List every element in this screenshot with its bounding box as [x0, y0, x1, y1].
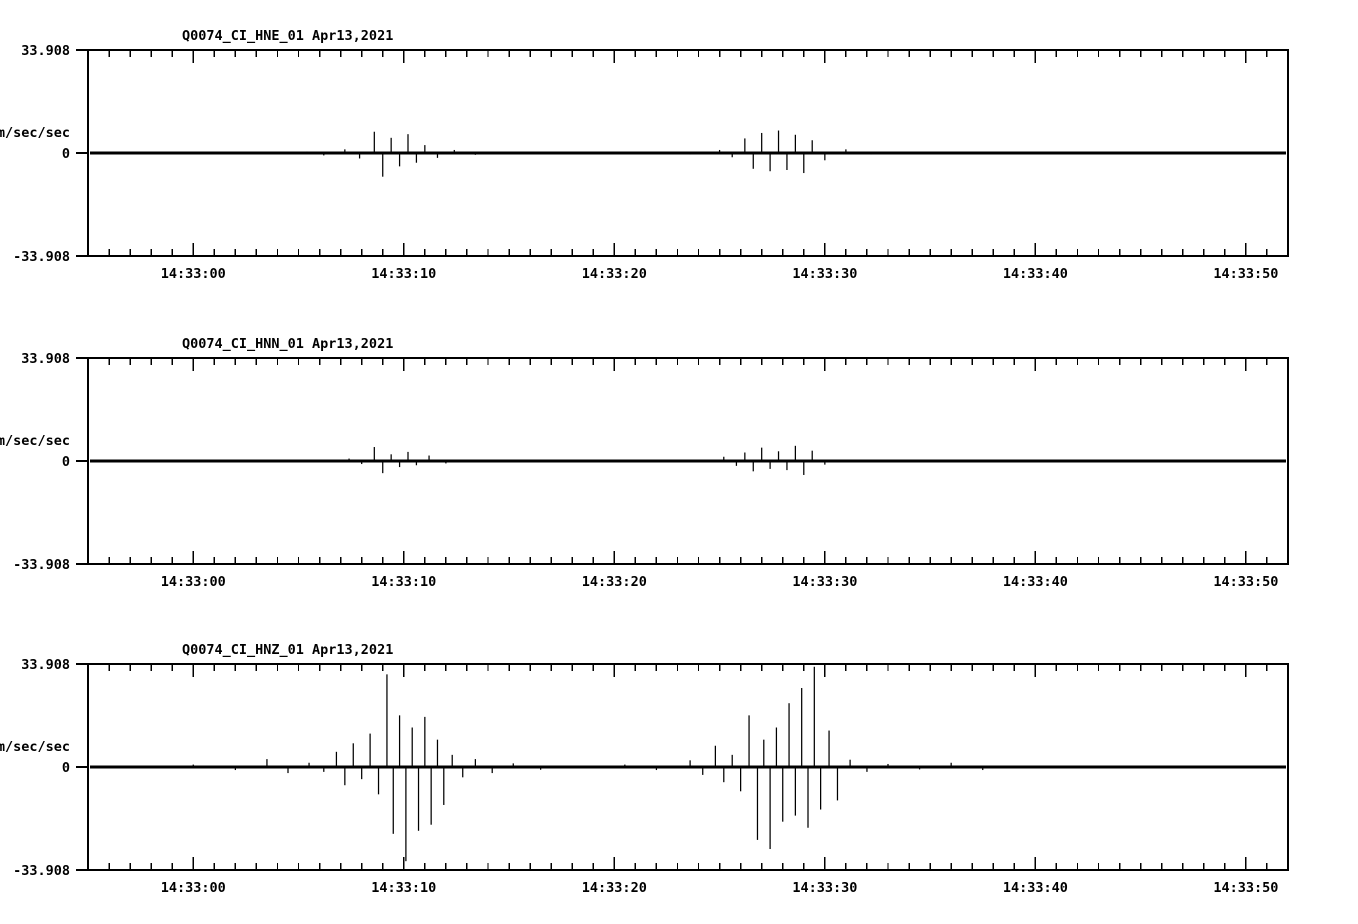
x-axis-ticks	[87, 50, 1289, 256]
x-axis-ticks	[87, 664, 1289, 870]
x-axis-ticks	[87, 358, 1289, 564]
y-axis-unit-label: cm/sec/sec	[0, 739, 70, 755]
x-tick-label: 14:33:50	[1213, 266, 1278, 282]
x-tick-label: 14:33:30	[792, 266, 857, 282]
x-tick-label: 14:33:20	[582, 266, 647, 282]
y-axis-max-label: 33.908	[21, 351, 70, 367]
panel-title-hnz: Q0074_CI_HNZ_01 Apr13,2021	[182, 642, 393, 658]
panel-title-hne: Q0074_CI_HNE_01 Apr13,2021	[182, 28, 393, 44]
waveform-trace-hne	[306, 130, 872, 177]
y-axis-zero-label: 0	[62, 146, 70, 162]
x-axis-tick-labels: 14:33:00 14:33:10 14:33:20 14:33:30 14:33:40…	[161, 574, 1279, 590]
x-tick-label: 14:33:50	[1213, 574, 1278, 590]
x-tick-label: 14:33:00	[161, 574, 226, 590]
x-tick-label: 14:33:20	[582, 880, 647, 896]
y-axis-ticks	[76, 663, 88, 871]
y-axis-min-label: -33.908	[13, 863, 70, 879]
x-tick-label: 14:33:50	[1213, 880, 1278, 896]
waveform-trace-hnz	[192, 666, 984, 862]
waveform-panel-hne: Q0074_CI_HNE_01 Apr13,2021 33.908 0 -33.908…	[0, 0, 1358, 308]
x-tick-label: 14:33:40	[1003, 574, 1068, 590]
x-tick-label: 14:33:30	[792, 880, 857, 896]
y-axis-ticks	[76, 49, 88, 257]
waveform-panel-hnn: Q0074_CI_HNN_01 Apr13,2021 33.908 0 -33.908…	[0, 308, 1358, 614]
x-axis-tick-labels: 14:33:00 14:33:10 14:33:20 14:33:30 14:33:40…	[161, 266, 1279, 282]
waveform-svg-hne: Q0074_CI_HNE_01 Apr13,2021 33.908 0 -33.908…	[0, 28, 1289, 282]
x-tick-label: 14:33:10	[371, 574, 436, 590]
x-axis-tick-labels: 14:33:00 14:33:10 14:33:20 14:33:30 14:33:40…	[161, 880, 1279, 896]
waveform-svg-hnn: Q0074_CI_HNN_01 Apr13,2021 33.908 0 -33.908…	[0, 336, 1289, 590]
waveform-panel-hnz: Q0074_CI_HNZ_01 Apr13,2021 33.908 0 -33.908…	[0, 614, 1358, 924]
x-tick-label: 14:33:30	[792, 574, 857, 590]
y-axis-unit-label: cm/sec/sec	[0, 433, 70, 449]
x-tick-label: 14:33:40	[1003, 880, 1068, 896]
x-tick-label: 14:33:10	[371, 880, 436, 896]
waveform-trace-hnn	[293, 445, 826, 475]
panel-title-hnn: Q0074_CI_HNN_01 Apr13,2021	[182, 336, 393, 352]
waveform-svg-hnz: Q0074_CI_HNZ_01 Apr13,2021 33.908 0 -33.908…	[0, 642, 1289, 896]
y-axis-zero-label: 0	[62, 454, 70, 470]
y-axis-min-label: -33.908	[13, 249, 70, 265]
y-axis-max-label: 33.908	[21, 657, 70, 673]
y-axis-min-label: -33.908	[13, 557, 70, 573]
y-axis-unit-label: cm/sec/sec	[0, 125, 70, 141]
x-tick-label: 14:33:00	[161, 266, 226, 282]
y-axis-ticks	[76, 357, 88, 565]
y-axis-max-label: 33.908	[21, 43, 70, 59]
x-tick-label: 14:33:00	[161, 880, 226, 896]
x-tick-label: 14:33:20	[582, 574, 647, 590]
x-tick-label: 14:33:40	[1003, 266, 1068, 282]
y-axis-zero-label: 0	[62, 760, 70, 776]
x-tick-label: 14:33:10	[371, 266, 436, 282]
